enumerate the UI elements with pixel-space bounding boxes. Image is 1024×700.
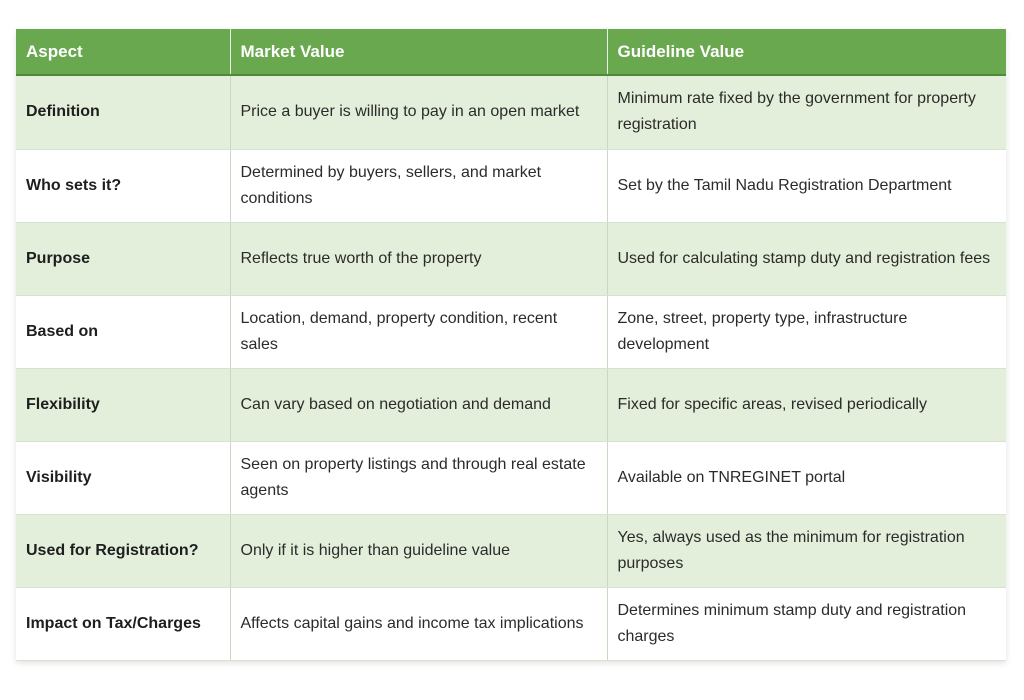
header-guideline-value: Guideline Value (607, 29, 1006, 76)
comparison-table: Aspect Market Value Guideline Value Defi… (16, 29, 1006, 661)
row-aspect: Visibility (16, 441, 231, 515)
row-market-value: Only if it is higher than guideline valu… (230, 514, 608, 588)
row-guideline-value: Available on TNREGINET portal (607, 441, 1006, 515)
header-row: Aspect Market Value Guideline Value (16, 29, 1006, 76)
table-row: Flexibility Can vary based on negotiatio… (16, 368, 1006, 442)
row-guideline-value: Fixed for specific areas, revised period… (607, 368, 1006, 442)
row-guideline-value: Minimum rate fixed by the government for… (607, 75, 1006, 150)
row-aspect: Used for Registration? (16, 514, 231, 588)
table-header: Aspect Market Value Guideline Value (16, 29, 1006, 76)
row-aspect: Purpose (16, 222, 231, 296)
row-guideline-value: Yes, always used as the minimum for regi… (607, 514, 1006, 588)
row-market-value: Seen on property listings and through re… (230, 441, 608, 515)
row-guideline-value: Zone, street, property type, infrastruct… (607, 295, 1006, 369)
table-row: Based on Location, demand, property cond… (16, 295, 1006, 369)
row-market-value: Can vary based on negotiation and demand (230, 368, 608, 442)
row-market-value: Reflects true worth of the property (230, 222, 608, 296)
row-guideline-value: Determines minimum stamp duty and regist… (607, 587, 1006, 661)
header-market-value: Market Value (230, 29, 608, 76)
row-market-value: Location, demand, property condition, re… (230, 295, 608, 369)
row-guideline-value: Set by the Tamil Nadu Registration Depar… (607, 149, 1006, 223)
header-aspect: Aspect (16, 29, 231, 76)
row-aspect: Impact on Tax/Charges (16, 587, 231, 661)
row-market-value: Price a buyer is willing to pay in an op… (230, 75, 608, 150)
table-row: Purpose Reflects true worth of the prope… (16, 222, 1006, 296)
row-aspect: Who sets it? (16, 149, 231, 223)
table-row: Visibility Seen on property listings and… (16, 441, 1006, 515)
row-guideline-value: Used for calculating stamp duty and regi… (607, 222, 1006, 296)
table-row: Impact on Tax/Charges Affects capital ga… (16, 587, 1006, 661)
table-row: Used for Registration? Only if it is hig… (16, 514, 1006, 588)
row-aspect: Based on (16, 295, 231, 369)
row-aspect: Flexibility (16, 368, 231, 442)
table-row: Who sets it? Determined by buyers, selle… (16, 149, 1006, 223)
row-market-value: Determined by buyers, sellers, and marke… (230, 149, 608, 223)
row-market-value: Affects capital gains and income tax imp… (230, 587, 608, 661)
comparison-table-container: Aspect Market Value Guideline Value Defi… (16, 29, 1006, 661)
row-aspect: Definition (16, 75, 231, 150)
table-row: Definition Price a buyer is willing to p… (16, 75, 1006, 150)
table-body: Definition Price a buyer is willing to p… (16, 75, 1006, 661)
